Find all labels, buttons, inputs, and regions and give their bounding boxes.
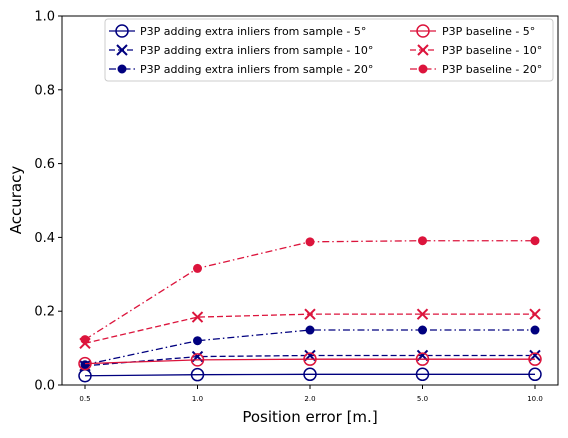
x-tick-label: 0.5 bbox=[79, 395, 90, 403]
legend-label: P3P adding extra inliers from sample - 5… bbox=[140, 25, 366, 38]
y-tick-label: 0.4 bbox=[34, 231, 55, 246]
data-point bbox=[418, 236, 427, 246]
legend-entry: P3P adding extra inliers from sample - 5… bbox=[109, 24, 366, 38]
x-tick-label: 10.0 bbox=[527, 395, 543, 403]
legend-label: P3P baseline - 10° bbox=[442, 44, 542, 57]
legend-label: P3P baseline - 20° bbox=[442, 63, 542, 76]
legend-entry: P3P baseline - 5° bbox=[410, 24, 535, 38]
legend-entry: P3P adding extra inliers from sample - 1… bbox=[109, 44, 373, 57]
y-tick-label: 0.2 bbox=[34, 305, 55, 320]
data-point bbox=[303, 367, 317, 382]
legend-frame bbox=[104, 18, 554, 82]
legend-label: P3P adding extra inliers from sample - 1… bbox=[140, 44, 373, 57]
data-point bbox=[193, 263, 202, 273]
x-tick-label: 2.0 bbox=[304, 395, 315, 403]
data-point bbox=[305, 325, 315, 335]
data-point bbox=[415, 352, 430, 366]
y-ticks: 0.0 0.2 0.4 0.6 0.8 1.0 bbox=[34, 10, 62, 394]
legend-label: P3P baseline - 5° bbox=[442, 25, 535, 38]
series-1 bbox=[78, 367, 542, 383]
data-point bbox=[530, 325, 540, 335]
data-point bbox=[530, 236, 540, 246]
data-point bbox=[418, 325, 427, 335]
data-point bbox=[190, 353, 205, 367]
y-axis-label: Accuracy bbox=[7, 166, 25, 235]
legend-marker bbox=[416, 24, 430, 38]
series-6 bbox=[80, 236, 540, 345]
data-point bbox=[416, 308, 429, 320]
x-tick-label: 5.0 bbox=[417, 395, 428, 403]
data-point bbox=[415, 367, 430, 382]
y-tick-label: 0.8 bbox=[34, 83, 55, 98]
data-point bbox=[528, 352, 542, 366]
data-point bbox=[190, 367, 205, 382]
x-tick-label: 1.0 bbox=[192, 395, 203, 403]
y-tick-label: 0.0 bbox=[34, 379, 55, 394]
data-point bbox=[80, 335, 90, 345]
legend-marker bbox=[418, 64, 428, 74]
data-point bbox=[78, 356, 92, 371]
legend-label: P3P adding extra inliers from sample - 2… bbox=[140, 63, 373, 76]
data-point bbox=[303, 352, 317, 366]
legend-entry: P3P adding extra inliers from sample - 2… bbox=[109, 63, 373, 76]
series-3 bbox=[80, 325, 540, 370]
legend-entry: P3P baseline - 20° bbox=[410, 63, 542, 76]
series-line bbox=[84, 358, 535, 365]
legend-marker bbox=[116, 44, 128, 56]
data-point bbox=[191, 311, 204, 323]
x-ticks: 0.5 1.0 2.0 5.0 10.0 bbox=[79, 385, 543, 403]
legend-marker bbox=[117, 64, 127, 74]
series-4 bbox=[78, 352, 542, 371]
legend: P3P adding extra inliers from sample - 5… bbox=[104, 18, 554, 82]
series-layer bbox=[78, 236, 542, 383]
series-line bbox=[84, 240, 535, 341]
y-tick-label: 0.6 bbox=[34, 157, 55, 172]
data-point bbox=[193, 336, 202, 346]
data-point bbox=[529, 308, 541, 320]
series-line bbox=[84, 354, 535, 367]
x-axis-label: Position error [m.] bbox=[242, 408, 377, 426]
data-point bbox=[80, 360, 90, 370]
data-point bbox=[304, 308, 316, 320]
y-tick-label: 1.0 bbox=[34, 10, 55, 25]
legend-marker bbox=[115, 24, 129, 38]
series-line bbox=[84, 373, 535, 377]
data-point bbox=[305, 237, 315, 247]
legend-marker bbox=[417, 44, 429, 56]
legend-entry: P3P baseline - 10° bbox=[410, 44, 542, 57]
data-point bbox=[528, 367, 542, 382]
